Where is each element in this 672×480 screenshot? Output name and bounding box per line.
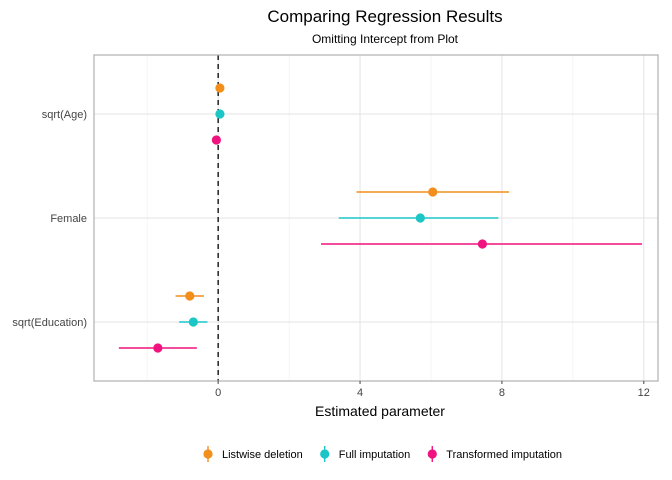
data-point [188,317,198,327]
y-tick-labels: sqrt(Age) Female sqrt(Education) [12,109,87,329]
x-tick-labels: 0 4 8 12 [215,381,650,399]
legend-label: Listwise deletion [222,449,303,461]
legend-key-point [320,449,330,459]
legend-item: Full imputation [320,446,410,462]
data-point [211,135,221,145]
data-point [185,291,195,301]
chart-title: Comparing Regression Results [267,7,502,26]
data-point [153,343,163,353]
panel-border [93,54,659,382]
legend-label: Transformed imputation [446,449,562,461]
y-tick-label: sqrt(Education) [12,317,87,329]
data-point [215,109,225,119]
legend-label: Full imputation [339,449,411,461]
x-tick-label: 12 [638,387,650,399]
legend-key-point [203,449,213,459]
x-tick-label: 8 [499,387,505,399]
chart-subtitle: Omitting Intercept from Plot [312,32,459,46]
data-point [428,187,438,197]
data-point [415,213,425,223]
legend: Listwise deletion Full imputation Transfor… [203,446,562,462]
y-tick-label: sqrt(Age) [42,109,87,121]
x-tick-label: 0 [215,387,221,399]
x-axis-title: Estimated parameter [315,403,445,419]
data-point [477,239,488,249]
legend-item: Listwise deletion [203,446,303,462]
data-layer [118,83,643,353]
legend-key-point [427,449,437,459]
x-tick-label: 4 [357,387,363,399]
y-tick-label: Female [50,213,87,225]
legend-item: Transformed imputation [427,446,562,462]
data-point [215,83,225,93]
